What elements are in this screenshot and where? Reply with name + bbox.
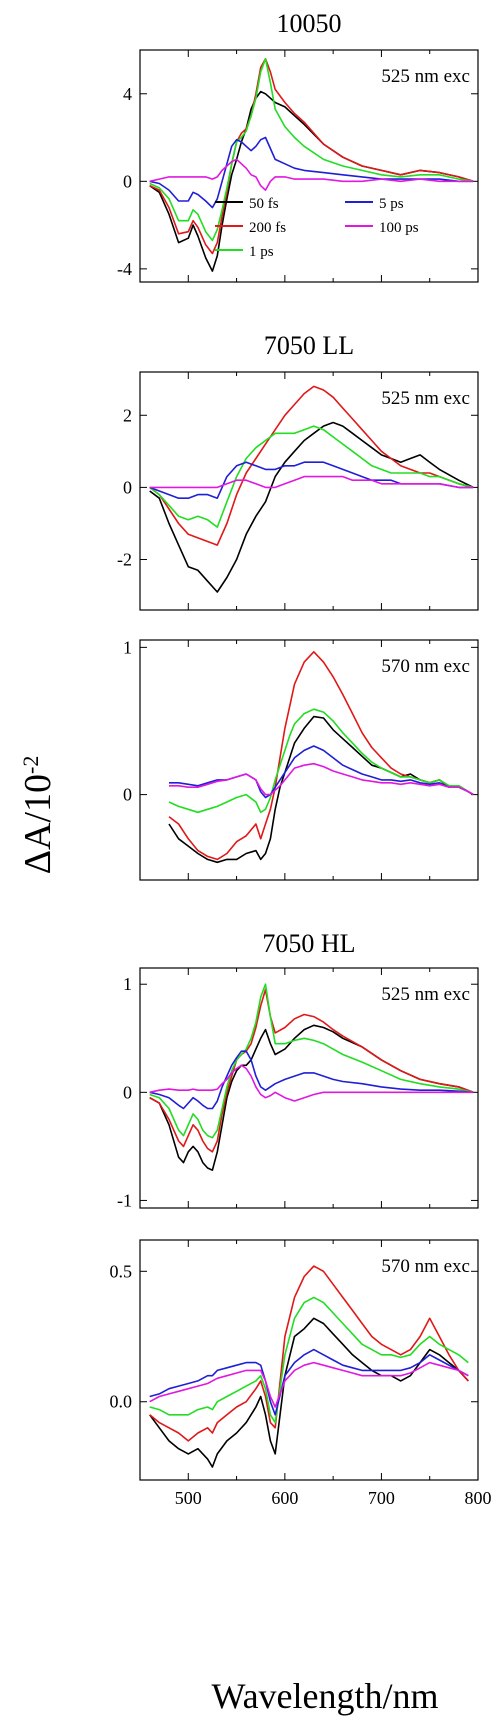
plot-frame [139, 967, 479, 1209]
panels: -4 0 4 10050 525 nm exc -2 0 2 7050 LL 525 nm exc… [110, 9, 492, 1508]
series-line-5-ps [149, 1348, 469, 1416]
plot-frame [139, 49, 479, 283]
chart-panel-5: 500 600 700 800 0.0 0.5 570 nm exc [110, 1239, 492, 1508]
chart-title: 7050 LL [264, 331, 354, 360]
legend: 50 fs 5 ps 200 fs 100 ps 1 ps [215, 196, 419, 260]
series-line-5-ps [169, 745, 474, 799]
excitation-annotation: 525 nm exc [381, 66, 470, 87]
plot-frame [139, 371, 479, 611]
series-line-50-fs [149, 1317, 469, 1468]
y-axis-label: ΔA/10-2 [17, 756, 59, 875]
y-tick-label: 1 [123, 974, 132, 994]
y-axis-label-exponent: -2 [18, 756, 43, 774]
series-line-5-ps [149, 1050, 474, 1110]
y-tick-label: -1 [117, 1190, 132, 1210]
x-tick-label: 800 [465, 1488, 492, 1508]
y-tick-label: 0 [123, 785, 132, 805]
y-tick-label: 0 [123, 477, 132, 497]
y-tick-label: 0.5 [110, 1261, 133, 1281]
plot-frame [139, 1239, 479, 1481]
y-tick-label: 0.0 [110, 1392, 133, 1412]
y-tick-label: 2 [123, 405, 132, 425]
y-tick-label: 4 [123, 84, 132, 104]
y-tick-label: -4 [117, 259, 132, 279]
series-line-5-ps [149, 461, 474, 500]
series-line-1-ps [149, 57, 474, 242]
series-line-1-ps [149, 425, 474, 528]
plot-frame [139, 639, 479, 881]
chart-title: 7050 HL [262, 929, 355, 958]
series-line-200-fs [149, 988, 474, 1153]
excitation-annotation: 525 nm exc [381, 984, 470, 1005]
series-line-100-ps [149, 158, 474, 191]
series-line-200-fs [149, 57, 474, 255]
excitation-annotation: 570 nm exc [381, 656, 470, 677]
excitation-annotation: 525 nm exc [381, 388, 470, 409]
chart-title: 10050 [277, 9, 342, 38]
series-line-200-fs [149, 1265, 469, 1442]
chart-panel-2: -2 0 2 7050 LL 525 nm exc [117, 331, 479, 611]
x-axis-label: Wavelength/nm [211, 1676, 438, 1716]
y-tick-label: 0 [123, 171, 132, 191]
chart-panel-1: -4 0 4 10050 525 nm exc [117, 9, 479, 283]
legend-entry: 50 fs [249, 196, 279, 212]
y-tick-label: 1 [123, 637, 132, 657]
series-line-100-ps [169, 762, 474, 796]
series-line-1-ps [149, 983, 474, 1139]
series-line-1-ps [168, 708, 474, 814]
legend-entry: 5 ps [379, 196, 404, 212]
x-tick-label: 700 [368, 1488, 395, 1508]
series-line-100-ps [149, 1361, 469, 1408]
series-line-100-ps [149, 1064, 474, 1102]
series-line-5-ps [149, 136, 474, 209]
legend-entry: 100 ps [379, 220, 419, 236]
series-line-200-fs [168, 650, 474, 861]
series-line-200-fs [149, 385, 474, 546]
series-line-100-ps [149, 475, 474, 489]
series-line-50-fs [149, 1024, 474, 1171]
y-axis-label-base: ΔA/10 [17, 774, 59, 874]
x-tick-label: 500 [175, 1488, 202, 1508]
excitation-annotation: 570 nm exc [381, 1256, 470, 1277]
x-tick-label: 600 [271, 1488, 298, 1508]
legend-entry: 1 ps [249, 244, 274, 260]
series-line-50-fs [149, 421, 474, 593]
series-line-50-fs [149, 90, 474, 272]
chart-panel-3: 0 1 570 nm exc [123, 637, 479, 881]
chart-panel-4: -1 0 1 7050 HL 525 nm exc [117, 929, 479, 1210]
y-tick-label: 0 [123, 1082, 132, 1102]
series-line-1-ps [149, 1296, 469, 1424]
y-tick-label: -2 [117, 550, 132, 570]
series-line-50-fs [168, 715, 474, 864]
legend-entry: 200 fs [249, 220, 286, 236]
